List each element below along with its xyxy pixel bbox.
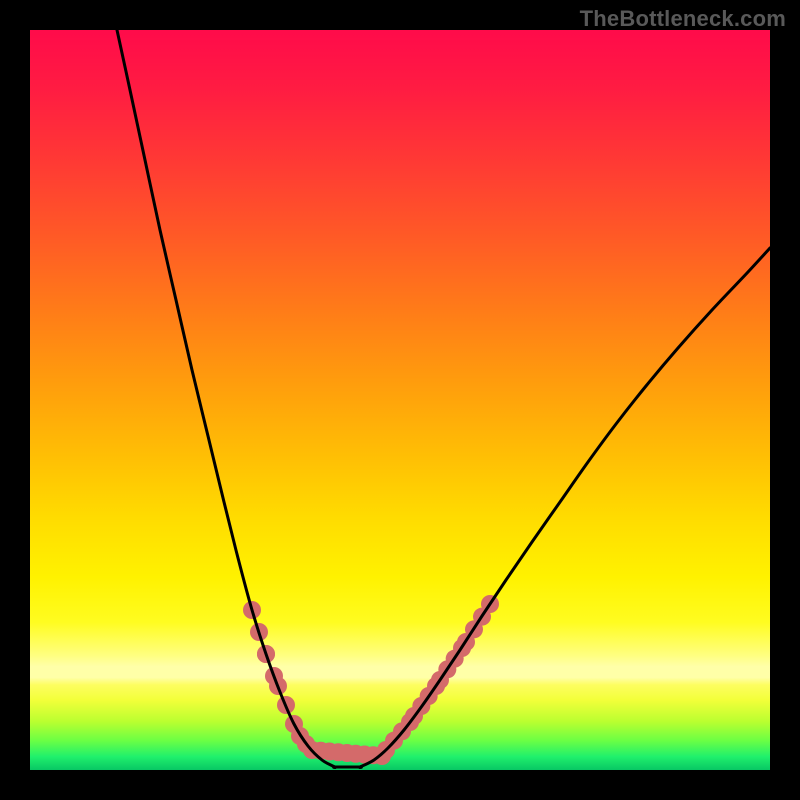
watermark-text: TheBottleneck.com <box>580 6 786 32</box>
plot-area <box>30 30 770 770</box>
bottleneck-curve <box>30 30 770 770</box>
chart-frame: TheBottleneck.com <box>0 0 800 800</box>
